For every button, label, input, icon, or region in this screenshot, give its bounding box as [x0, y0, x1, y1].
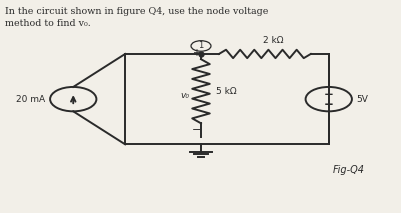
Text: 2 kΩ: 2 kΩ [262, 36, 282, 45]
Text: 1: 1 [198, 42, 203, 50]
Text: −: − [323, 88, 333, 101]
Text: −: − [191, 125, 200, 135]
Text: +: + [323, 98, 333, 111]
Text: 5 kΩ: 5 kΩ [216, 87, 236, 96]
Text: +: + [192, 48, 200, 58]
Text: v₀: v₀ [180, 91, 189, 100]
Text: 20 mA: 20 mA [16, 95, 45, 104]
Text: Fig-Q4: Fig-Q4 [332, 165, 364, 175]
Text: 5V: 5V [356, 95, 368, 104]
Text: method to find v₀.: method to find v₀. [5, 19, 91, 28]
Text: In the circuit shown in figure Q4, use the node voltage: In the circuit shown in figure Q4, use t… [5, 7, 268, 16]
